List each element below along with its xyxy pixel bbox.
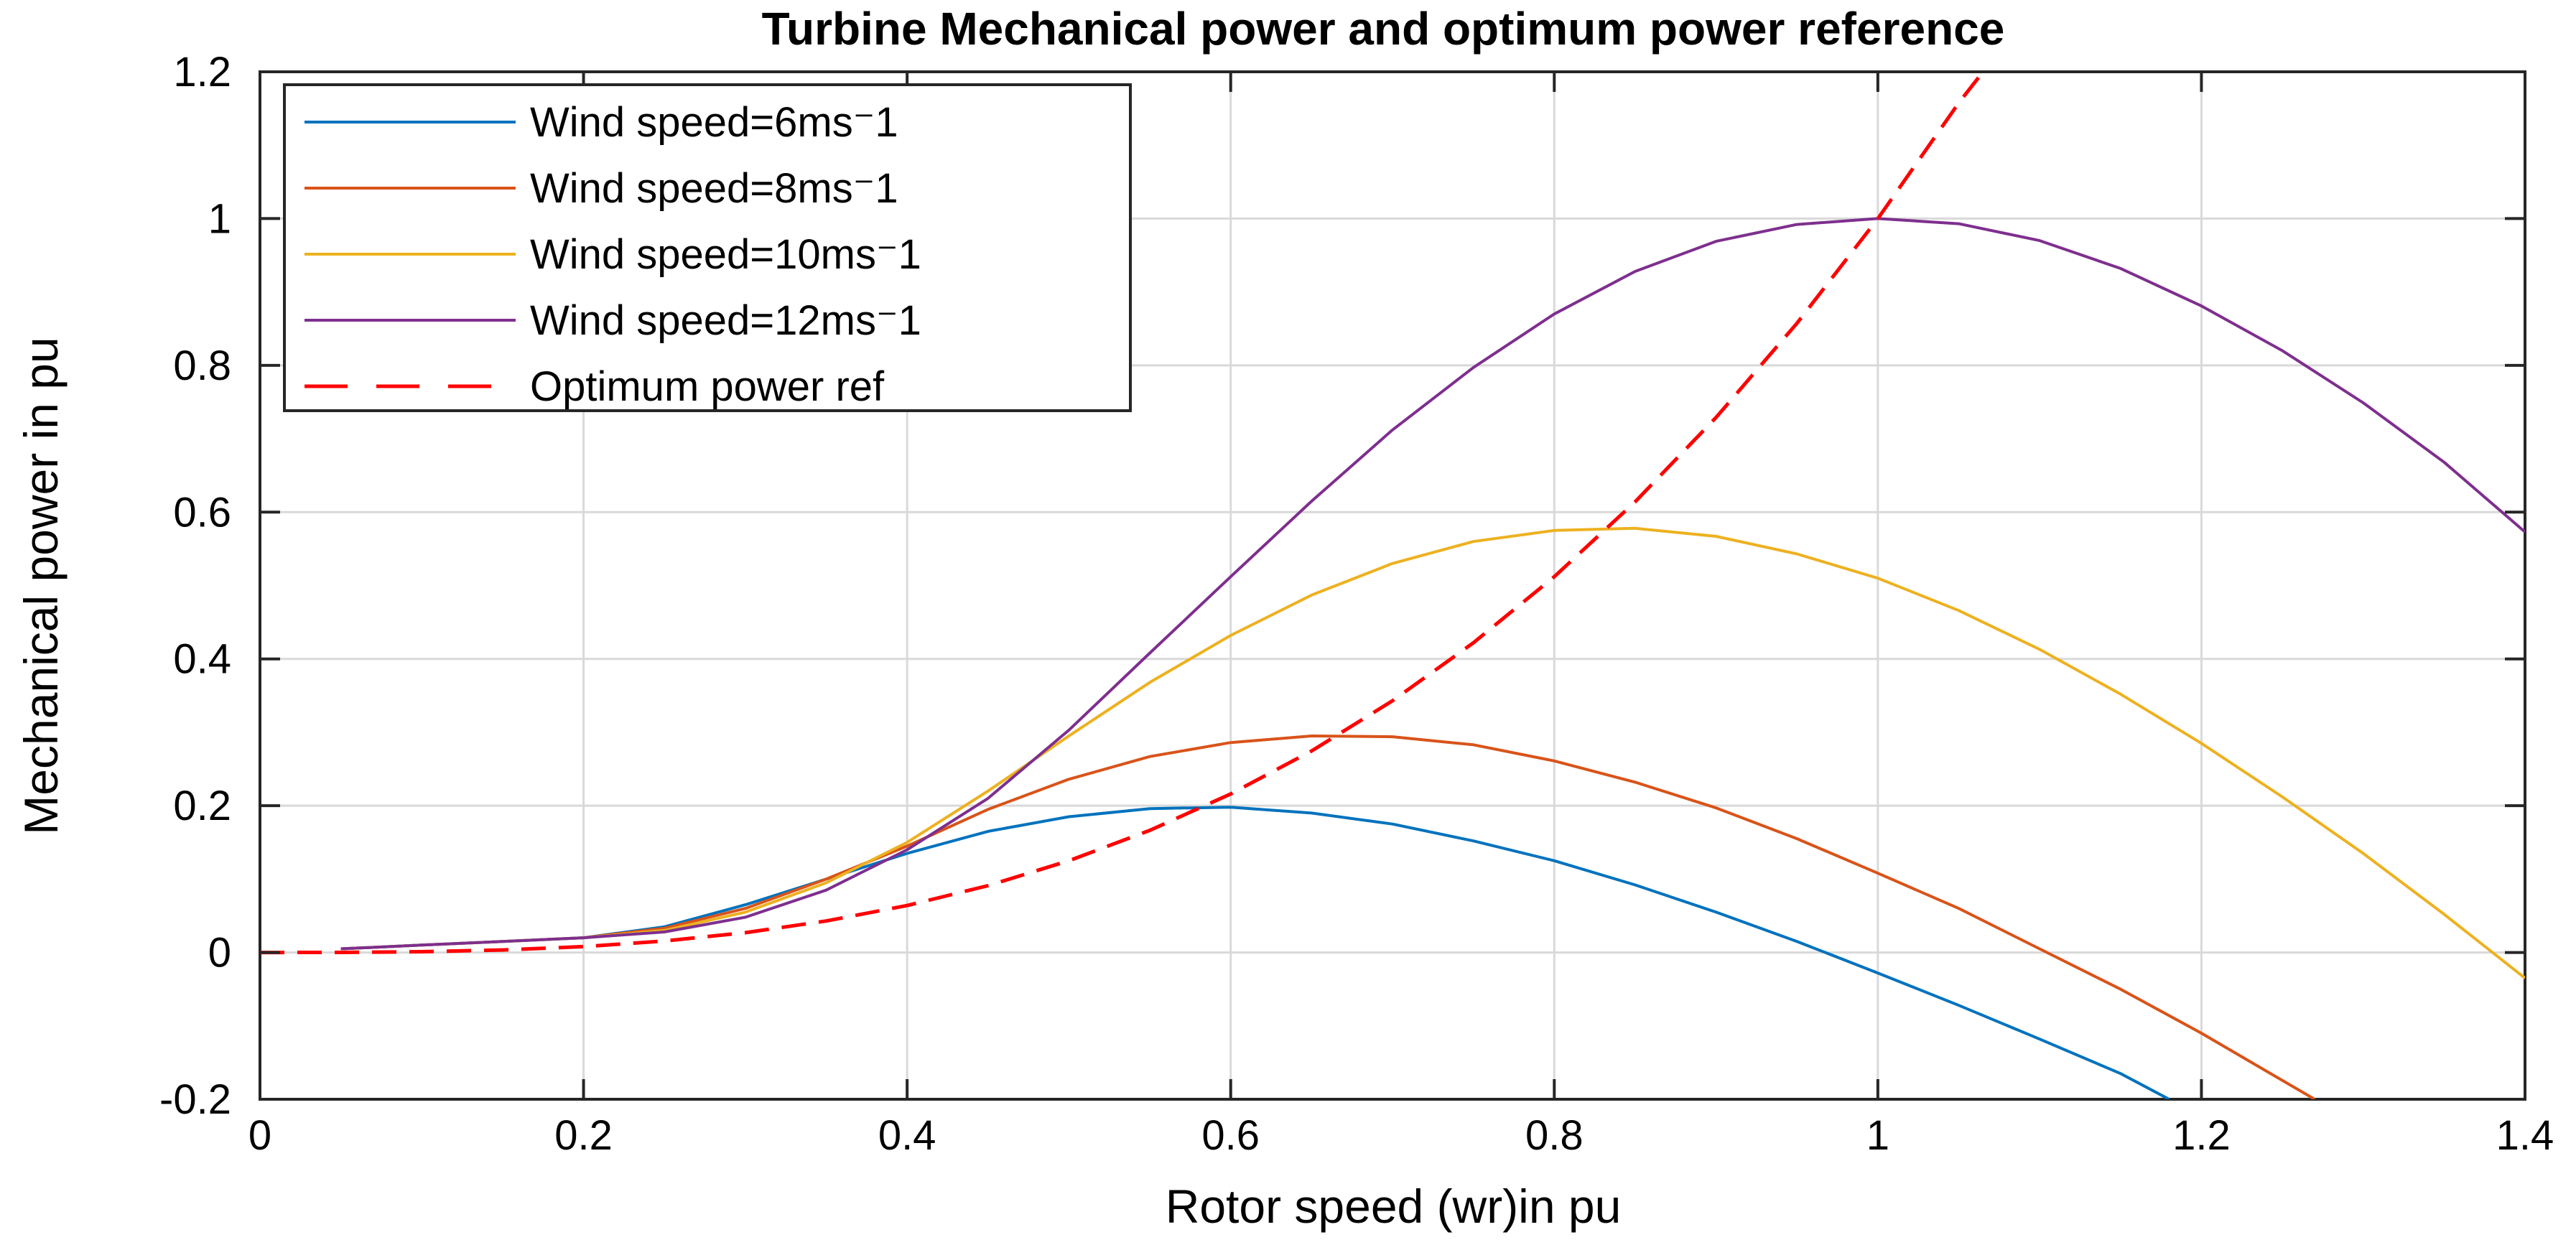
legend-label-2: Wind speed=10ms⁻1	[530, 231, 921, 278]
grid	[260, 72, 2525, 1099]
x-axis-label: Rotor speed (wr)in pu	[1166, 1180, 1622, 1233]
legend: Wind speed=6ms⁻1 Wind speed=8ms⁻1 Wind spe…	[283, 83, 1132, 412]
y-axis-label: Mechanical power in pu	[14, 337, 68, 834]
series-layer	[260, 72, 2525, 1099]
x-tick-label: 1	[1866, 1112, 1889, 1159]
legend-label-4: Optimum power ref	[530, 363, 885, 410]
y-tick-label: 1	[208, 195, 231, 242]
series-line-1	[340, 735, 2316, 1099]
x-tick-label: 0.6	[1201, 1112, 1260, 1159]
legend-label-1: Wind speed=8ms⁻1	[530, 165, 898, 212]
y-tick-label: 0.2	[173, 783, 231, 829]
x-tick-label: 1.4	[2496, 1112, 2554, 1159]
series-line-4	[260, 72, 1985, 955]
y-tick-label: 0.4	[173, 636, 231, 683]
legend-box	[283, 83, 1132, 412]
plot-frame	[259, 70, 2526, 1101]
x-tick-label: 0.2	[554, 1112, 613, 1159]
x-tick-label: 0.8	[1525, 1112, 1584, 1159]
legend-label-3: Wind speed=12ms⁻1	[530, 297, 921, 344]
plot-area	[259, 70, 2526, 1101]
series-line-3	[340, 217, 2525, 951]
series-line-2	[340, 526, 2525, 979]
x-tick-label: 1.2	[2172, 1112, 2231, 1159]
x-tick-label: 0	[248, 1112, 271, 1159]
y-tick-label: 0.8	[173, 342, 231, 389]
ticks: 0 0.2 0.4 0.6 0.8 1 1.2 1.4 -0.2 0 0.2 0.4 0.6 0.8 1 1.…	[159, 49, 2554, 1159]
y-tick-label: 1.2	[173, 49, 231, 95]
x-tick-label: 0.4	[878, 1112, 936, 1159]
y-tick-label: 0.6	[173, 489, 231, 536]
chart-title: Turbine Mechanical power and optimum pow…	[762, 3, 2005, 55]
y-tick-label: 0	[208, 930, 231, 976]
legend-label-0: Wind speed=6ms⁻1	[530, 99, 898, 146]
y-tick-label: -0.2	[159, 1076, 231, 1123]
series-lines	[260, 72, 2525, 1099]
